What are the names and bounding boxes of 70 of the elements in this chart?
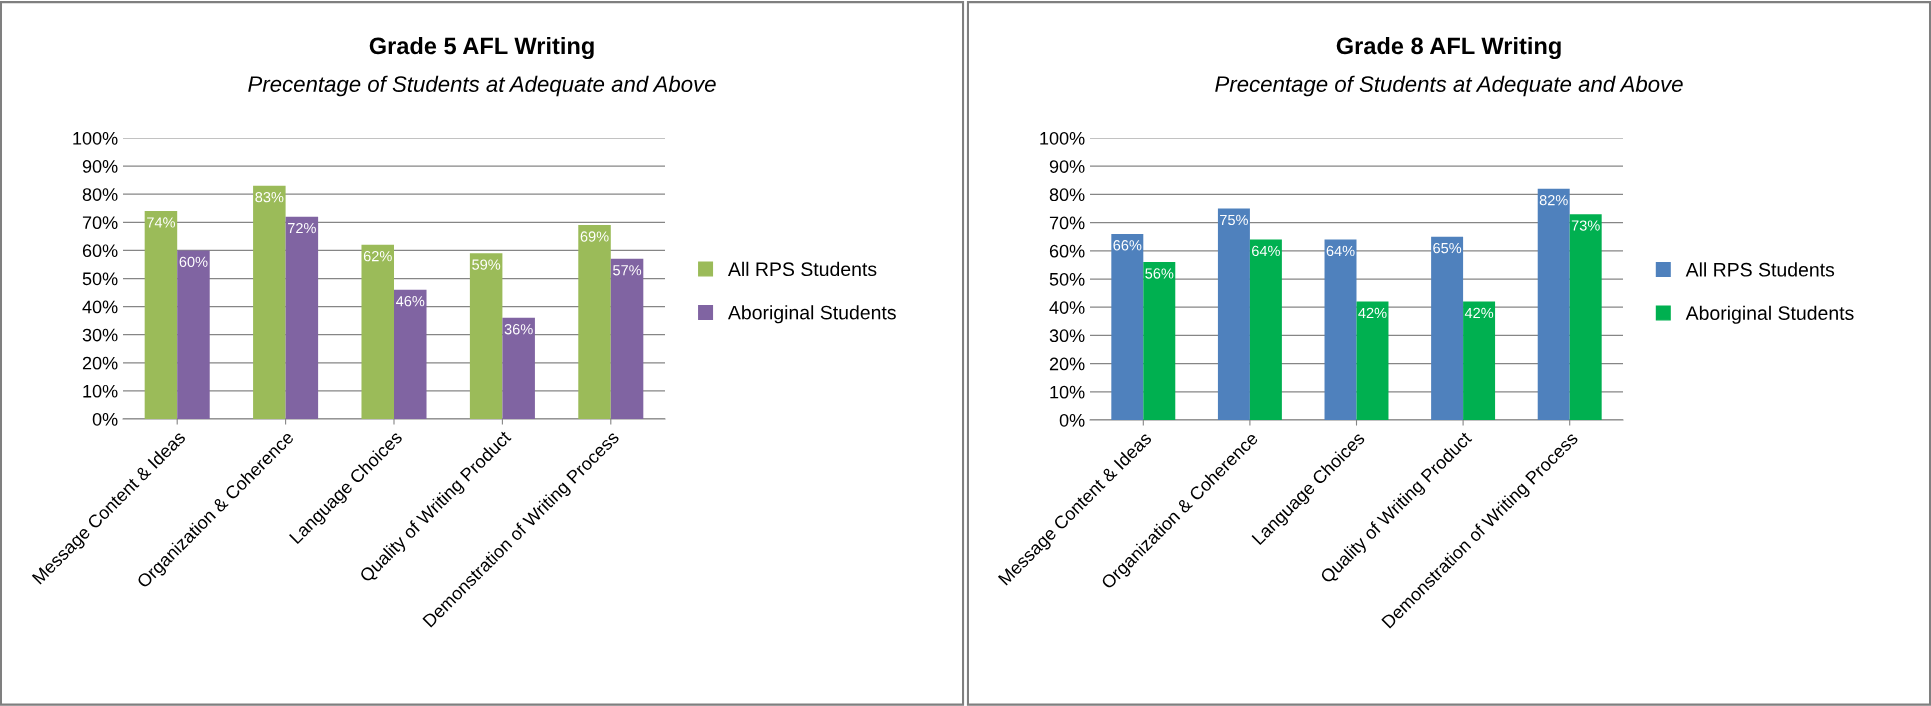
chart-subtitle: Precentage of Students at Adequate and Above	[1215, 75, 1683, 97]
y-tick-label: 10%	[83, 384, 118, 398]
data-label: 83%	[255, 192, 284, 203]
y-tick-label: 100%	[1040, 131, 1085, 145]
bar	[1143, 262, 1176, 420]
data-label: 60%	[179, 256, 208, 267]
data-label: 66%	[1113, 240, 1142, 251]
bar	[1463, 301, 1496, 420]
y-tick-label: 90%	[1049, 160, 1085, 173]
bar	[144, 211, 178, 419]
data-label: 72%	[288, 222, 316, 234]
y-tick-label: 20%	[1049, 357, 1085, 371]
y-tick-label: 90%	[82, 160, 118, 173]
legend-label: All RPS Students	[1685, 262, 1835, 277]
y-tick-label: 70%	[1049, 216, 1085, 230]
legend-label: Aboriginal Students	[727, 305, 896, 324]
bar	[502, 317, 535, 419]
bar	[394, 289, 427, 419]
y-tick-label: 0%	[92, 412, 118, 426]
bar	[1569, 214, 1602, 420]
y-tick-label: 80%	[82, 188, 118, 201]
data-label: 56%	[1145, 268, 1174, 279]
y-tick-label: 40%	[82, 300, 118, 314]
y-tick-label: 20%	[82, 356, 118, 370]
data-label: 42%	[1358, 307, 1387, 319]
y-tick-label: 40%	[1049, 301, 1085, 314]
chart-title: Grade 5 AFL Writing	[369, 36, 594, 60]
legend-label: Aboriginal Students	[1685, 305, 1854, 324]
bar	[1324, 239, 1357, 420]
data-label: 69%	[580, 231, 609, 242]
y-tick-label: 80%	[1049, 188, 1085, 202]
data-label: 36%	[504, 324, 533, 335]
bar	[610, 258, 644, 419]
bar	[1431, 236, 1464, 420]
data-label: 42%	[1464, 307, 1494, 319]
bar	[1537, 188, 1570, 420]
y-tick-label: 0%	[1059, 413, 1085, 427]
data-label: 57%	[613, 265, 642, 276]
bar	[1249, 239, 1282, 420]
data-label: 82%	[1539, 195, 1568, 206]
data-label: 62%	[363, 251, 392, 262]
data-label: 73%	[1571, 220, 1600, 231]
bar	[285, 216, 319, 419]
data-label: 75%	[1220, 214, 1248, 226]
data-label: 74%	[147, 217, 176, 228]
data-label: 59%	[472, 259, 501, 270]
y-tick-label: 70%	[82, 216, 118, 230]
bar	[1356, 301, 1389, 420]
y-tick-label: 60%	[1049, 244, 1085, 258]
chart-title: Grade 8 AFL Writing	[1336, 36, 1561, 60]
y-tick-label: 50%	[1049, 272, 1085, 286]
data-label: 46%	[396, 295, 425, 307]
bar	[1111, 233, 1144, 420]
legend-label: All RPS Students	[727, 261, 877, 277]
y-tick-label: 10%	[1050, 385, 1085, 399]
bar	[578, 225, 611, 419]
chart-subtitle: Precentage of Students at Adequate and Above	[248, 75, 716, 97]
bar	[361, 244, 394, 419]
bar	[469, 253, 503, 419]
data-label: 64%	[1326, 245, 1355, 257]
bar	[253, 185, 286, 419]
y-tick-label: 30%	[1049, 329, 1085, 343]
data-label: 64%	[1252, 245, 1280, 257]
bar	[177, 250, 210, 419]
data-label: 65%	[1433, 242, 1462, 254]
y-tick-label: 100%	[73, 131, 118, 145]
y-tick-label: 50%	[82, 272, 118, 286]
y-tick-label: 30%	[82, 328, 118, 342]
y-tick-label: 60%	[82, 244, 118, 258]
bar	[1217, 208, 1250, 420]
